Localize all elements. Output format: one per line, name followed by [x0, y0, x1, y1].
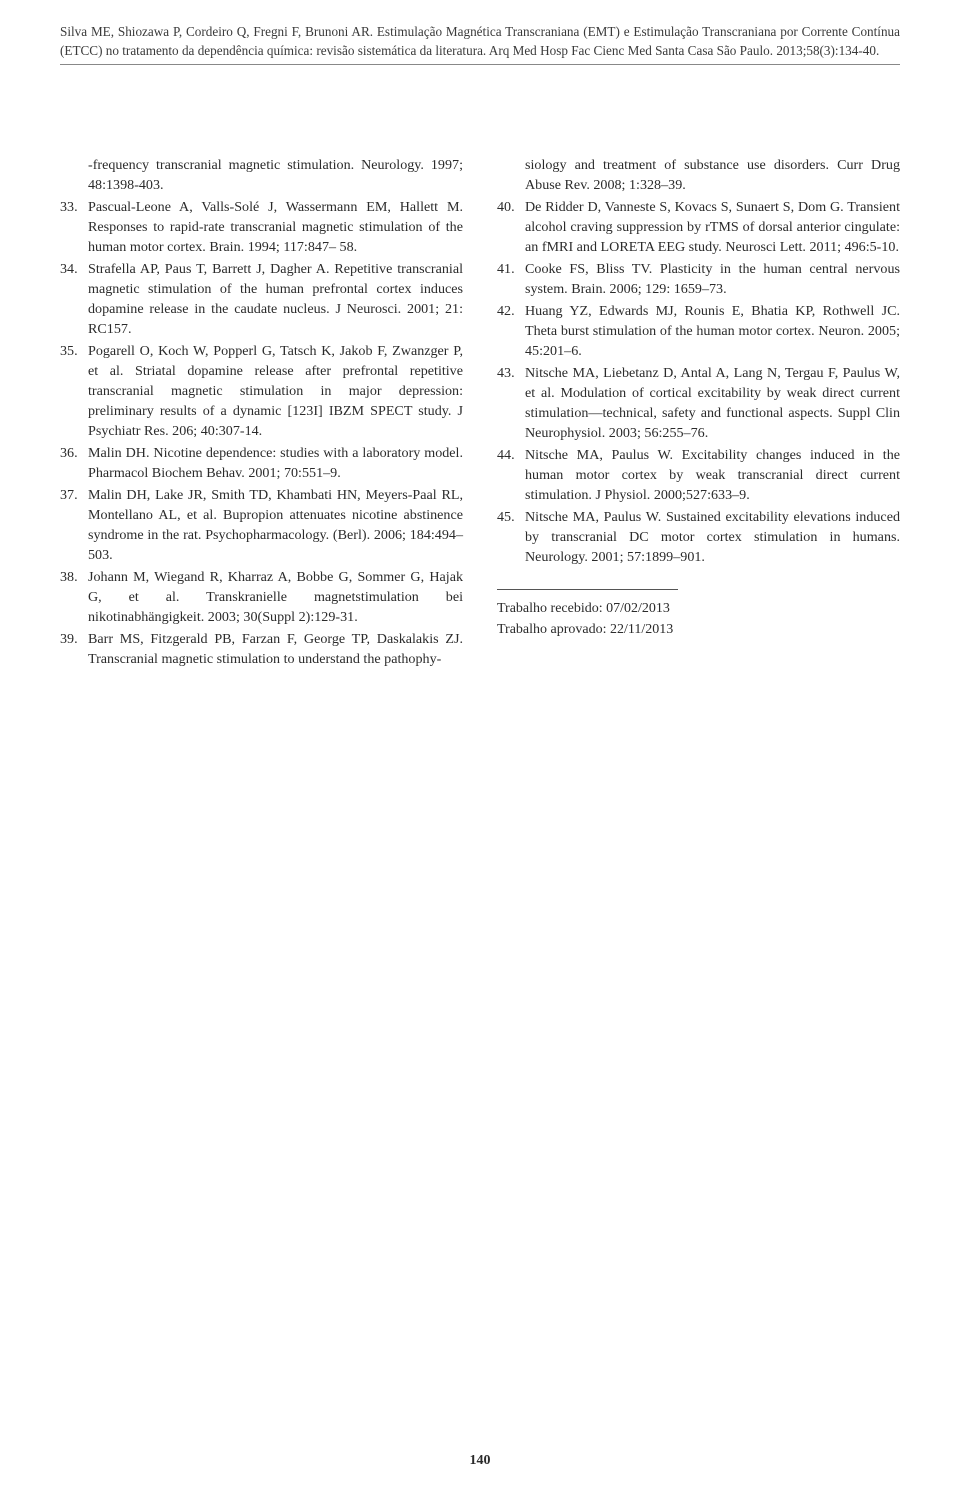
- reference-number: 45.: [497, 507, 525, 567]
- reference-text: Nitsche MA, Paulus W. Sustained excitabi…: [525, 507, 900, 567]
- reference-number: 35.: [60, 341, 88, 441]
- date-approved: Trabalho aprovado: 22/11/2013: [497, 619, 900, 640]
- reference-item: 39. Barr MS, Fitzgerald PB, Farzan F, Ge…: [60, 629, 463, 669]
- reference-item: 41. Cooke FS, Bliss TV. Plasticity in th…: [497, 259, 900, 299]
- left-column: -frequency transcranial magnetic stimula…: [60, 155, 463, 671]
- reference-number: 44.: [497, 445, 525, 505]
- reference-item: 42. Huang YZ, Edwards MJ, Rounis E, Bhat…: [497, 301, 900, 361]
- reference-item: 35. Pogarell O, Koch W, Popperl G, Tatsc…: [60, 341, 463, 441]
- reference-item: 37. Malin DH, Lake JR, Smith TD, Khambat…: [60, 485, 463, 565]
- reference-item: 36. Malin DH. Nicotine dependence: studi…: [60, 443, 463, 483]
- date-received: Trabalho recebido: 07/02/2013: [497, 598, 900, 619]
- reference-number: 36.: [60, 443, 88, 483]
- reference-item: 40. De Ridder D, Vanneste S, Kovacs S, S…: [497, 197, 900, 257]
- reference-text: Malin DH, Lake JR, Smith TD, Khambati HN…: [88, 485, 463, 565]
- reference-text: Huang YZ, Edwards MJ, Rounis E, Bhatia K…: [525, 301, 900, 361]
- reference-text: Pogarell O, Koch W, Popperl G, Tatsch K,…: [88, 341, 463, 441]
- reference-item: 43. Nitsche MA, Liebetanz D, Antal A, La…: [497, 363, 900, 443]
- reference-text: Strafella AP, Paus T, Barrett J, Dagher …: [88, 259, 463, 339]
- running-header-citation: Silva ME, Shiozawa P, Cordeiro Q, Fregni…: [60, 22, 900, 65]
- reference-continuation: siology and treatment of substance use d…: [497, 155, 900, 195]
- reference-number: 41.: [497, 259, 525, 299]
- reference-item: 44. Nitsche MA, Paulus W. Excitability c…: [497, 445, 900, 505]
- right-column: siology and treatment of substance use d…: [497, 155, 900, 671]
- section-divider: [497, 589, 678, 590]
- reference-text: Johann M, Wiegand R, Kharraz A, Bobbe G,…: [88, 567, 463, 627]
- reference-number: 34.: [60, 259, 88, 339]
- reference-text: Malin DH. Nicotine dependence: studies w…: [88, 443, 463, 483]
- two-column-layout: -frequency transcranial magnetic stimula…: [60, 155, 900, 671]
- reference-text: Barr MS, Fitzgerald PB, Farzan F, George…: [88, 629, 463, 669]
- reference-text: Cooke FS, Bliss TV. Plasticity in the hu…: [525, 259, 900, 299]
- reference-number: 39.: [60, 629, 88, 669]
- reference-text: Pascual-Leone A, Valls-Solé J, Wasserman…: [88, 197, 463, 257]
- page-number: 140: [0, 1453, 960, 1469]
- reference-text: Nitsche MA, Liebetanz D, Antal A, Lang N…: [525, 363, 900, 443]
- reference-number: 37.: [60, 485, 88, 565]
- reference-text: Nitsche MA, Paulus W. Excitability chang…: [525, 445, 900, 505]
- reference-number: 42.: [497, 301, 525, 361]
- reference-number: 43.: [497, 363, 525, 443]
- reference-item: 38. Johann M, Wiegand R, Kharraz A, Bobb…: [60, 567, 463, 627]
- reference-number: 33.: [60, 197, 88, 257]
- reference-continuation: -frequency transcranial magnetic stimula…: [60, 155, 463, 195]
- reference-number: 38.: [60, 567, 88, 627]
- reference-item: 33. Pascual-Leone A, Valls-Solé J, Wasse…: [60, 197, 463, 257]
- reference-number: 40.: [497, 197, 525, 257]
- reference-item: 34. Strafella AP, Paus T, Barrett J, Dag…: [60, 259, 463, 339]
- reference-text: De Ridder D, Vanneste S, Kovacs S, Sunae…: [525, 197, 900, 257]
- reference-item: 45. Nitsche MA, Paulus W. Sustained exci…: [497, 507, 900, 567]
